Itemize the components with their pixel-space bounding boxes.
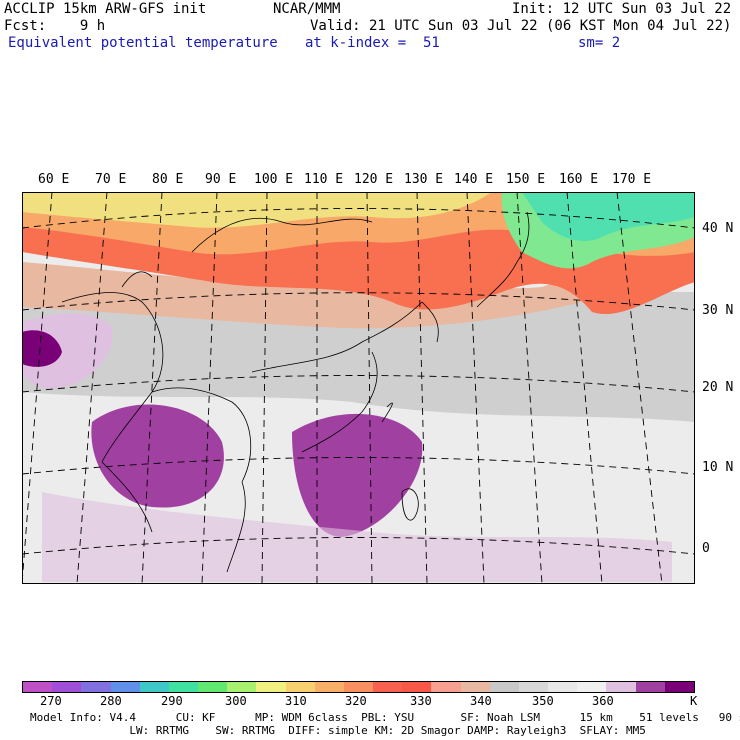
- bay-of-bengal-purple: [91, 404, 224, 508]
- colorbar-swatch: [256, 682, 286, 692]
- colorbar-tick: 310: [285, 694, 307, 708]
- colorbar-swatch: [110, 682, 140, 692]
- colorbar-tick: 320: [345, 694, 367, 708]
- colorbar-swatch: [285, 682, 315, 692]
- colorbar-swatch: [489, 682, 519, 692]
- colorbar-swatch: [198, 682, 228, 692]
- lon-label: 120 E: [354, 172, 394, 187]
- model-info-line1: Model Info: V4.4 CU: KF MP: WDM 6class P…: [30, 711, 740, 724]
- colorbar-swatch: [343, 682, 374, 692]
- colorbar-swatch: [402, 682, 432, 692]
- colorbar-swatch: [314, 682, 344, 692]
- lon-label: 170 E: [612, 172, 652, 187]
- teal-area: [522, 192, 695, 242]
- colorbar-swatch: [518, 682, 549, 692]
- colorbar-unit: K: [690, 694, 698, 708]
- model-info-line2: LW: RRTMG SW: RRTMG DIFF: simple KM: 2D …: [30, 724, 646, 737]
- colorbar-tick: 330: [410, 694, 432, 708]
- lon-label: 100 E: [254, 172, 294, 187]
- gray-band: [22, 292, 695, 422]
- lat-label: 30 N: [702, 303, 734, 318]
- colorbar-tick: 290: [161, 694, 183, 708]
- south-china-sea-purple: [292, 413, 423, 537]
- lat-label: 0: [702, 541, 710, 556]
- level-label: at k-index = 51: [305, 35, 440, 51]
- colorbar-tick: 300: [225, 694, 247, 708]
- organization-label: NCAR/MMM: [273, 1, 341, 17]
- colorbar-swatch: [431, 682, 461, 692]
- colorbar-swatch: [373, 682, 403, 692]
- colorbar-tick: 270: [40, 694, 62, 708]
- colorbar-swatch: [635, 682, 665, 692]
- coastlines: [61, 211, 530, 573]
- colorbar-swatch: [227, 682, 257, 692]
- init-time: Init: 12 UTC Sun 03 Jul 22: [512, 1, 732, 17]
- yellow-belt: [22, 192, 492, 228]
- lon-label: 110 E: [304, 172, 344, 187]
- valid-time: Valid: 21 UTC Sun 03 Jul 22 (06 KST Mon …: [310, 18, 732, 34]
- colorbar-tick: 360: [592, 694, 614, 708]
- forecast-hour: Fcst: 9 h: [4, 18, 106, 34]
- run-title: ACCLIP 15km ARW-GFS init: [4, 1, 207, 17]
- colorbar-swatch: [548, 682, 578, 692]
- colorbar-swatch: [460, 682, 490, 692]
- colorbar-swatch: [23, 682, 53, 692]
- colorbar-swatch: [139, 682, 169, 692]
- lon-label: 140 E: [454, 172, 494, 187]
- colorbar-swatch: [577, 682, 607, 692]
- colorbar-swatch: [606, 682, 636, 692]
- field-name: Equivalent potential temperature: [8, 35, 278, 51]
- colorbar-tick: 340: [470, 694, 492, 708]
- lavender-belt: [42, 492, 672, 582]
- purple-core: [22, 330, 62, 367]
- lon-label: 70 E: [95, 172, 127, 187]
- equivalent-potential-temperature-map: [22, 192, 695, 584]
- lon-label: 130 E: [404, 172, 444, 187]
- lon-label: 160 E: [559, 172, 599, 187]
- colorbar-swatch: [52, 682, 82, 692]
- lat-label: 20 N: [702, 380, 734, 395]
- beige-band: [22, 262, 582, 329]
- smoothing-label: sm= 2: [578, 35, 621, 51]
- colorbar-swatch: [168, 682, 199, 692]
- colorbar-tick: 350: [532, 694, 554, 708]
- colorbar-tick: 280: [100, 694, 122, 708]
- colorbar-swatch: [81, 682, 111, 692]
- lat-label: 10 N: [702, 460, 734, 475]
- lon-label: 60 E: [38, 172, 70, 187]
- graticule: [22, 192, 695, 584]
- colorbar-swatch: [664, 682, 694, 692]
- lat-label: 40 N: [702, 221, 734, 236]
- map-frame: [22, 192, 695, 584]
- lavender-region: [22, 313, 113, 389]
- lon-label: 80 E: [152, 172, 184, 187]
- lon-label: 150 E: [506, 172, 546, 187]
- lon-label: 90 E: [205, 172, 237, 187]
- colorbar: [22, 681, 695, 693]
